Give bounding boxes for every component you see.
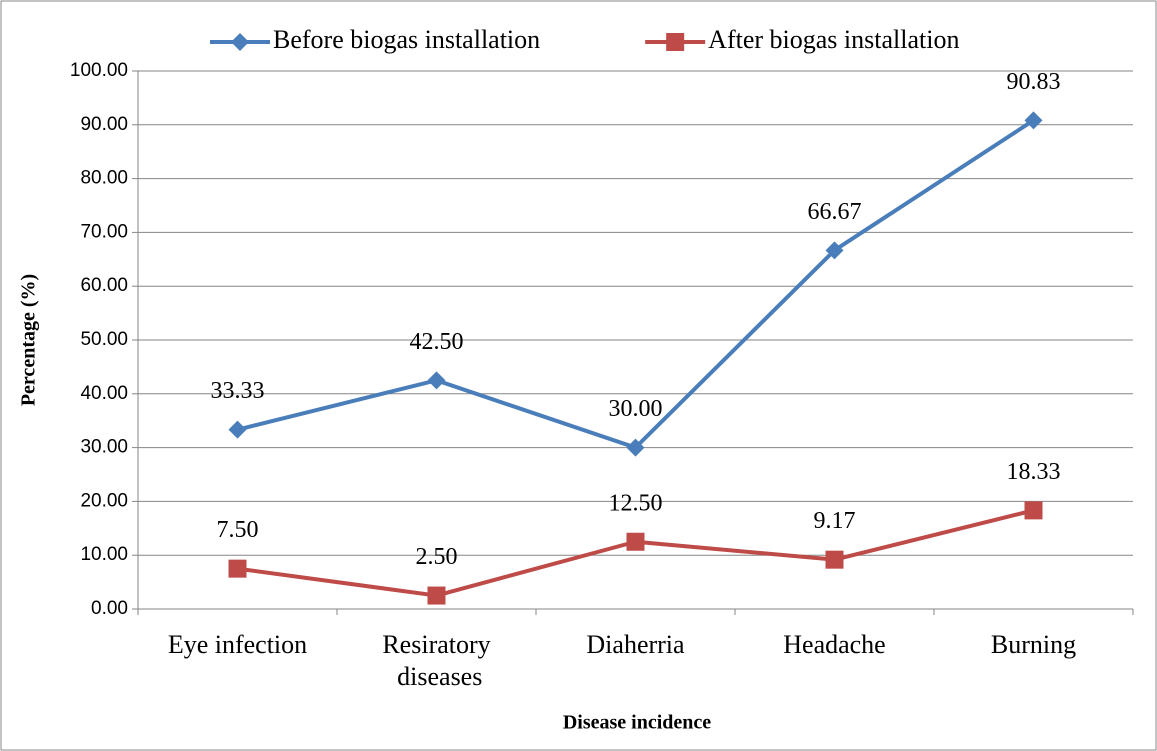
point bbox=[825, 550, 844, 569]
y-tick-label: 0.00 bbox=[91, 598, 128, 619]
data-label: 42.50 bbox=[410, 329, 464, 355]
point bbox=[1024, 501, 1043, 520]
point bbox=[825, 241, 844, 260]
x-axis-title: Disease incidence bbox=[563, 712, 711, 734]
point bbox=[231, 33, 249, 51]
data-label: 66.67 bbox=[808, 199, 862, 225]
y-tick-label: 30.00 bbox=[80, 437, 128, 458]
y-tick-label: 100.00 bbox=[70, 60, 128, 81]
point bbox=[427, 371, 446, 390]
x-tick-label: Eye infection bbox=[168, 630, 307, 659]
point bbox=[626, 532, 645, 551]
data-label: 90.83 bbox=[1007, 69, 1061, 95]
point bbox=[427, 586, 446, 605]
x-tick-label: Headache bbox=[783, 630, 885, 659]
legend-label: After biogas installation bbox=[708, 25, 959, 54]
y-tick-label: 60.00 bbox=[80, 275, 128, 296]
y-tick-label: 80.00 bbox=[80, 168, 128, 189]
point bbox=[228, 559, 247, 578]
data-label: 12.50 bbox=[609, 490, 663, 516]
y-axis-title: Percentage (%) bbox=[18, 274, 40, 406]
point bbox=[1024, 111, 1043, 130]
legend-label: Before biogas installation bbox=[273, 25, 540, 54]
data-label: 7.50 bbox=[217, 517, 259, 543]
y-tick-label: 20.00 bbox=[80, 490, 128, 511]
point bbox=[228, 420, 247, 439]
data-label: 18.33 bbox=[1007, 459, 1061, 485]
data-label: 33.33 bbox=[211, 378, 265, 404]
y-tick-label: 10.00 bbox=[80, 544, 128, 565]
y-tick-label: 40.00 bbox=[80, 383, 128, 404]
data-label: 2.50 bbox=[416, 544, 458, 570]
y-tick-label: 70.00 bbox=[80, 221, 128, 242]
x-tick-label: Burning bbox=[991, 630, 1076, 659]
point bbox=[626, 438, 645, 457]
y-tick-label: 90.00 bbox=[80, 114, 128, 135]
x-tick-label: Resiratory diseases bbox=[382, 630, 490, 691]
point bbox=[666, 33, 685, 51]
x-tick-label: Diaherria bbox=[586, 630, 685, 659]
y-tick-label: 50.00 bbox=[80, 329, 128, 350]
data-label: 30.00 bbox=[609, 396, 663, 422]
data-label: 9.17 bbox=[814, 508, 856, 534]
